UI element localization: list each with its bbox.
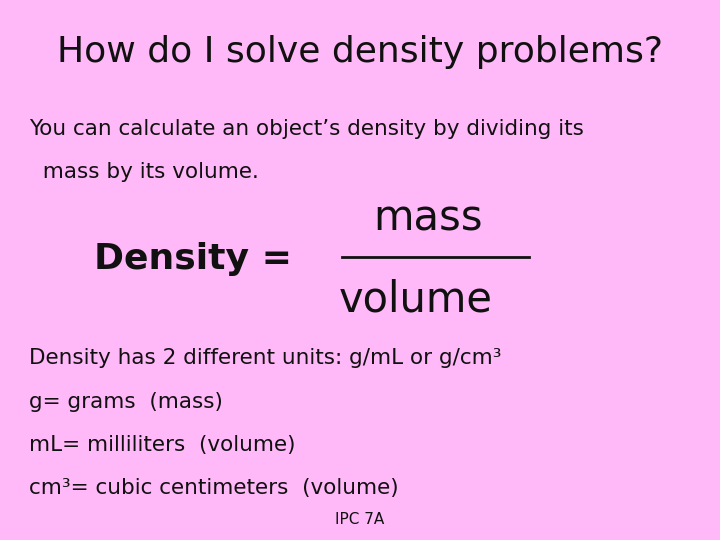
- Text: mL= milliliters  (volume): mL= milliliters (volume): [29, 435, 295, 455]
- Text: mass by its volume.: mass by its volume.: [29, 162, 258, 182]
- Text: How do I solve density problems?: How do I solve density problems?: [57, 35, 663, 69]
- Text: Density has 2 different units: g/mL or g/cm³: Density has 2 different units: g/mL or g…: [29, 348, 501, 368]
- Text: g= grams  (mass): g= grams (mass): [29, 392, 222, 411]
- Text: volume: volume: [339, 279, 493, 321]
- Text: IPC 7A: IPC 7A: [336, 511, 384, 526]
- Text: Density =: Density =: [94, 242, 292, 276]
- Text: mass: mass: [374, 198, 483, 240]
- Text: You can calculate an object’s density by dividing its: You can calculate an object’s density by…: [29, 119, 584, 139]
- Text: cm³= cubic centimeters  (volume): cm³= cubic centimeters (volume): [29, 478, 398, 498]
